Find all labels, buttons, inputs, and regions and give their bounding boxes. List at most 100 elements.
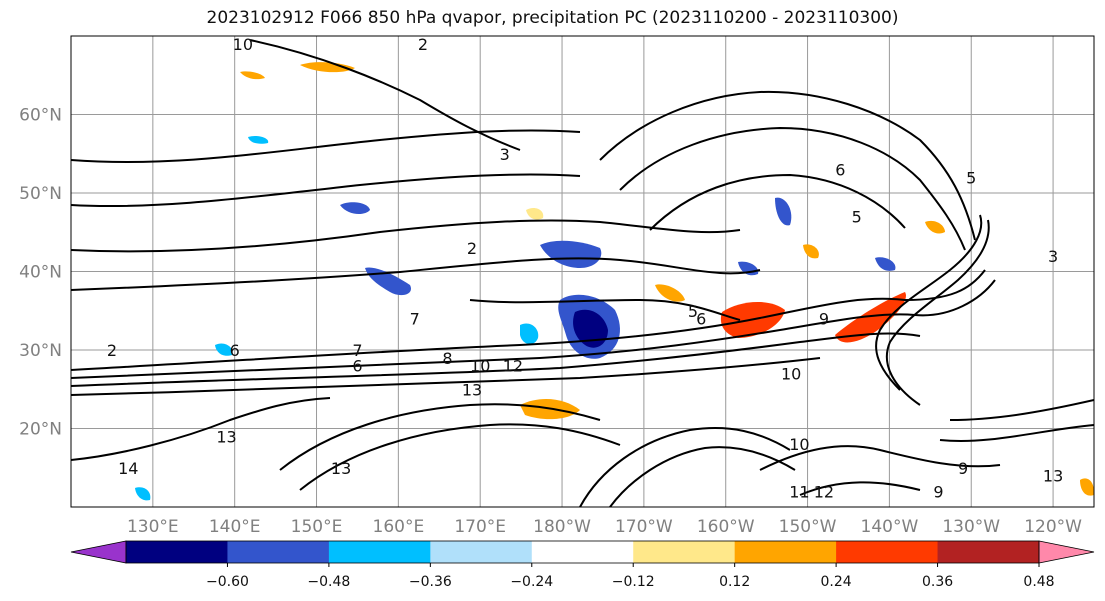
contour-label: 5 bbox=[852, 208, 862, 227]
shading-blob bbox=[875, 257, 896, 271]
lat-tick-label: 20°N bbox=[19, 420, 62, 440]
colorbar-segment bbox=[531, 541, 634, 563]
colorbar-tick-label: −0.24 bbox=[510, 574, 553, 590]
contour-label: 5 bbox=[966, 168, 976, 187]
shading-blob bbox=[835, 292, 906, 343]
lon-tick-label: 160°E bbox=[373, 517, 425, 537]
shading-blob bbox=[520, 323, 539, 345]
lat-tick-label: 50°N bbox=[19, 184, 62, 204]
contour-label: 13 bbox=[462, 380, 482, 399]
shading-blob bbox=[775, 197, 792, 226]
lat-tick-label: 40°N bbox=[19, 263, 62, 283]
contour-label: 14 bbox=[118, 459, 138, 478]
lat-tick-label: 60°N bbox=[19, 106, 62, 126]
contour-line bbox=[469, 298, 741, 321]
colorbar-segment bbox=[430, 541, 533, 563]
shading-blob bbox=[135, 487, 151, 501]
contour-label: 6 bbox=[696, 310, 706, 329]
shading-blob bbox=[215, 343, 233, 356]
shading-blob bbox=[1080, 478, 1094, 496]
contour-label: 9 bbox=[819, 310, 829, 329]
contour-line bbox=[299, 423, 621, 491]
contour-label: 9 bbox=[958, 459, 968, 478]
contour-label: 13 bbox=[1043, 467, 1063, 486]
contour-line bbox=[279, 403, 601, 471]
colorbar-extend-high bbox=[1038, 540, 1095, 564]
contour-line bbox=[71, 332, 921, 387]
contour-label: 3 bbox=[1048, 247, 1058, 266]
contour-line bbox=[885, 219, 990, 406]
contour-label: 3 bbox=[500, 145, 510, 164]
lon-tick-label: 130°E bbox=[127, 517, 179, 537]
qvapor-contours bbox=[71, 39, 1094, 507]
contour-label: 10 bbox=[470, 357, 490, 376]
colorbar-tick-label: −0.48 bbox=[307, 574, 350, 590]
colorbar-outline bbox=[125, 540, 1040, 564]
contour-line bbox=[249, 39, 521, 151]
colorbar-tick-label: −0.60 bbox=[206, 574, 249, 590]
contour-label: 7 bbox=[410, 310, 420, 329]
colorbar-segment bbox=[836, 541, 939, 563]
shading-blob bbox=[240, 71, 265, 80]
colorbar-segment bbox=[227, 541, 330, 563]
shading-blob bbox=[300, 62, 355, 73]
contour-label: 13 bbox=[216, 427, 236, 446]
contour-line bbox=[71, 397, 331, 461]
lon-tick-label: 150°W bbox=[779, 517, 837, 537]
longitude-tick-labels: 130°E 140°E 150°E 160°E 170°E 180°W 170°W 160°W… bbox=[127, 517, 1082, 537]
contour-line bbox=[71, 129, 581, 163]
contour-line bbox=[939, 424, 1094, 442]
contour-label: 10 bbox=[789, 435, 809, 454]
precip-shading bbox=[135, 62, 1094, 501]
contour-label: 2 bbox=[107, 341, 117, 360]
colorbar bbox=[70, 540, 1095, 564]
contour-line bbox=[579, 427, 791, 507]
contour-label: 11 bbox=[789, 482, 809, 501]
lat-tick-label: 30°N bbox=[19, 341, 62, 361]
colorbar-segment bbox=[937, 541, 1040, 563]
contour-label: 8 bbox=[442, 349, 452, 368]
latitude-tick-labels: 20°N 30°N 40°N 50°N 60°N bbox=[19, 106, 62, 440]
shading-blob bbox=[573, 309, 608, 348]
lon-tick-label: 130°W bbox=[942, 517, 1000, 537]
contour-line bbox=[875, 214, 983, 391]
contour-line bbox=[71, 357, 821, 396]
contour-label: 10 bbox=[233, 35, 253, 54]
lon-tick-label: 150°E bbox=[291, 517, 343, 537]
colorbar-tick-label: 0.36 bbox=[922, 574, 953, 590]
contour-line bbox=[599, 90, 976, 241]
contour-line bbox=[71, 257, 761, 291]
lon-tick-label: 160°W bbox=[697, 517, 755, 537]
contour-line bbox=[649, 173, 906, 231]
contour-label: 2 bbox=[418, 35, 428, 54]
lon-tick-label: 180°W bbox=[533, 517, 591, 537]
contour-label: 12 bbox=[814, 482, 834, 501]
map-frame bbox=[70, 35, 1095, 508]
contour-line bbox=[759, 445, 1001, 471]
contour-label: 13 bbox=[331, 459, 351, 478]
colorbar-tick-label: 0.12 bbox=[719, 574, 750, 590]
colorbar-segment bbox=[734, 541, 837, 563]
contour-label: 6 bbox=[835, 160, 845, 179]
map-title: 2023102912 F066 850 hPa qvapor, precipit… bbox=[206, 8, 899, 28]
shading-blob bbox=[540, 240, 602, 268]
lon-tick-label: 170°E bbox=[454, 517, 506, 537]
shading-blob bbox=[655, 284, 685, 302]
shading-blob bbox=[803, 244, 819, 259]
lon-tick-label: 140°E bbox=[209, 517, 261, 537]
colorbar-tick-label: 0.48 bbox=[1023, 574, 1054, 590]
contour-label: 5 bbox=[688, 302, 698, 321]
colorbar-segment bbox=[328, 541, 431, 563]
colorbar-tick-label: −0.36 bbox=[409, 574, 452, 590]
contour-label: 2 bbox=[467, 239, 477, 258]
contour-label: 6 bbox=[352, 357, 362, 376]
contour-label: 10 bbox=[781, 365, 801, 384]
contour-label: 9 bbox=[933, 482, 943, 501]
lon-tick-label: 170°W bbox=[615, 517, 673, 537]
colorbar-extend-low bbox=[70, 540, 127, 564]
contour-label: 7 bbox=[352, 341, 362, 360]
shading-blob bbox=[340, 202, 370, 215]
shading-blob bbox=[526, 207, 544, 220]
